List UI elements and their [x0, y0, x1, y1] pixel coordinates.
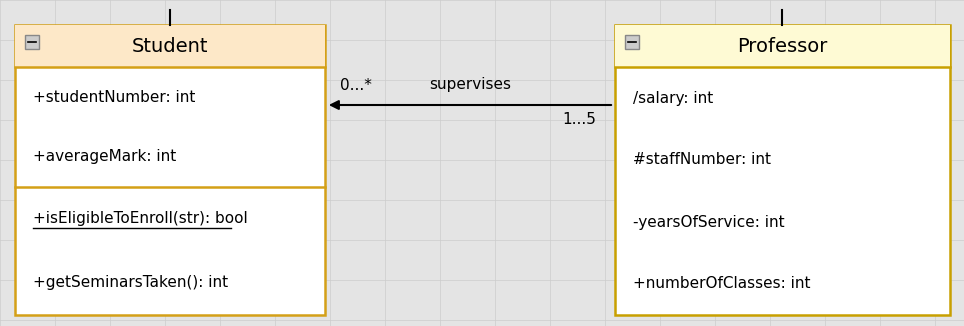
Text: /salary: int: /salary: int — [633, 91, 713, 106]
Text: 0...*: 0...* — [340, 78, 372, 93]
Text: -yearsOfService: int: -yearsOfService: int — [633, 215, 785, 230]
Text: +averageMark: int: +averageMark: int — [33, 150, 176, 165]
Text: Professor: Professor — [737, 37, 828, 55]
Text: supervises: supervises — [429, 78, 511, 93]
Bar — [625, 35, 639, 49]
Text: 1...5: 1...5 — [562, 112, 596, 127]
Text: #staffNumber: int: #staffNumber: int — [633, 153, 771, 168]
Bar — [615, 25, 950, 315]
Bar — [25, 35, 39, 49]
Text: +isEligibleToEnroll(str): bool: +isEligibleToEnroll(str): bool — [33, 212, 248, 227]
Text: +studentNumber: int: +studentNumber: int — [33, 90, 196, 105]
Text: Student: Student — [132, 37, 208, 55]
Bar — [15, 25, 325, 67]
Text: +getSeminarsTaken(): int: +getSeminarsTaken(): int — [33, 275, 228, 290]
Text: +numberOfClasses: int: +numberOfClasses: int — [633, 276, 811, 291]
Bar — [15, 25, 325, 315]
Bar — [615, 25, 950, 67]
